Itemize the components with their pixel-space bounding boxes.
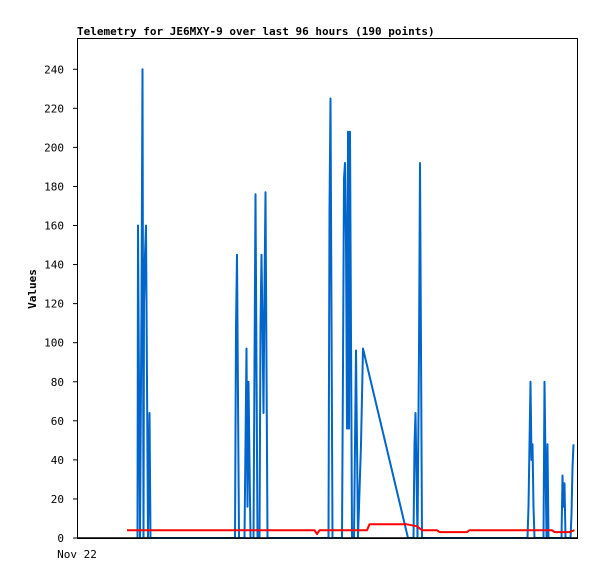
y-tick-label: 20 bbox=[51, 493, 64, 506]
y-tick-label: 100 bbox=[44, 337, 64, 350]
y-tick-label: 220 bbox=[44, 102, 64, 115]
y-tick-label: 200 bbox=[44, 141, 64, 154]
y-tick-label: 60 bbox=[51, 415, 64, 428]
y-tick-label: 160 bbox=[44, 220, 64, 233]
series-1-line bbox=[136, 68, 575, 539]
y-axis-ticks: 0 20 40 60 80 100 120 140 160 180 200 220 240 bbox=[44, 63, 77, 545]
y-tick-label: 80 bbox=[51, 376, 64, 389]
y-tick-label: 40 bbox=[51, 454, 64, 467]
x-tick-label: Nov 22 bbox=[57, 548, 97, 561]
y-tick-label: 140 bbox=[44, 259, 64, 272]
y-tick-label: 0 bbox=[57, 532, 64, 545]
chart-title: Telemetry for JE6MXY-9 over last 96 hour… bbox=[77, 25, 435, 38]
y-tick-label: 240 bbox=[44, 63, 64, 76]
series-2-line bbox=[127, 523, 575, 536]
y-tick-label: 120 bbox=[44, 298, 64, 311]
x-axis-ticks: Nov 22 bbox=[57, 548, 97, 561]
plot-frame bbox=[77, 38, 578, 539]
series-layer bbox=[77, 68, 577, 539]
y-axis-label: Values bbox=[26, 269, 39, 309]
y-tick-label: 180 bbox=[44, 180, 64, 193]
